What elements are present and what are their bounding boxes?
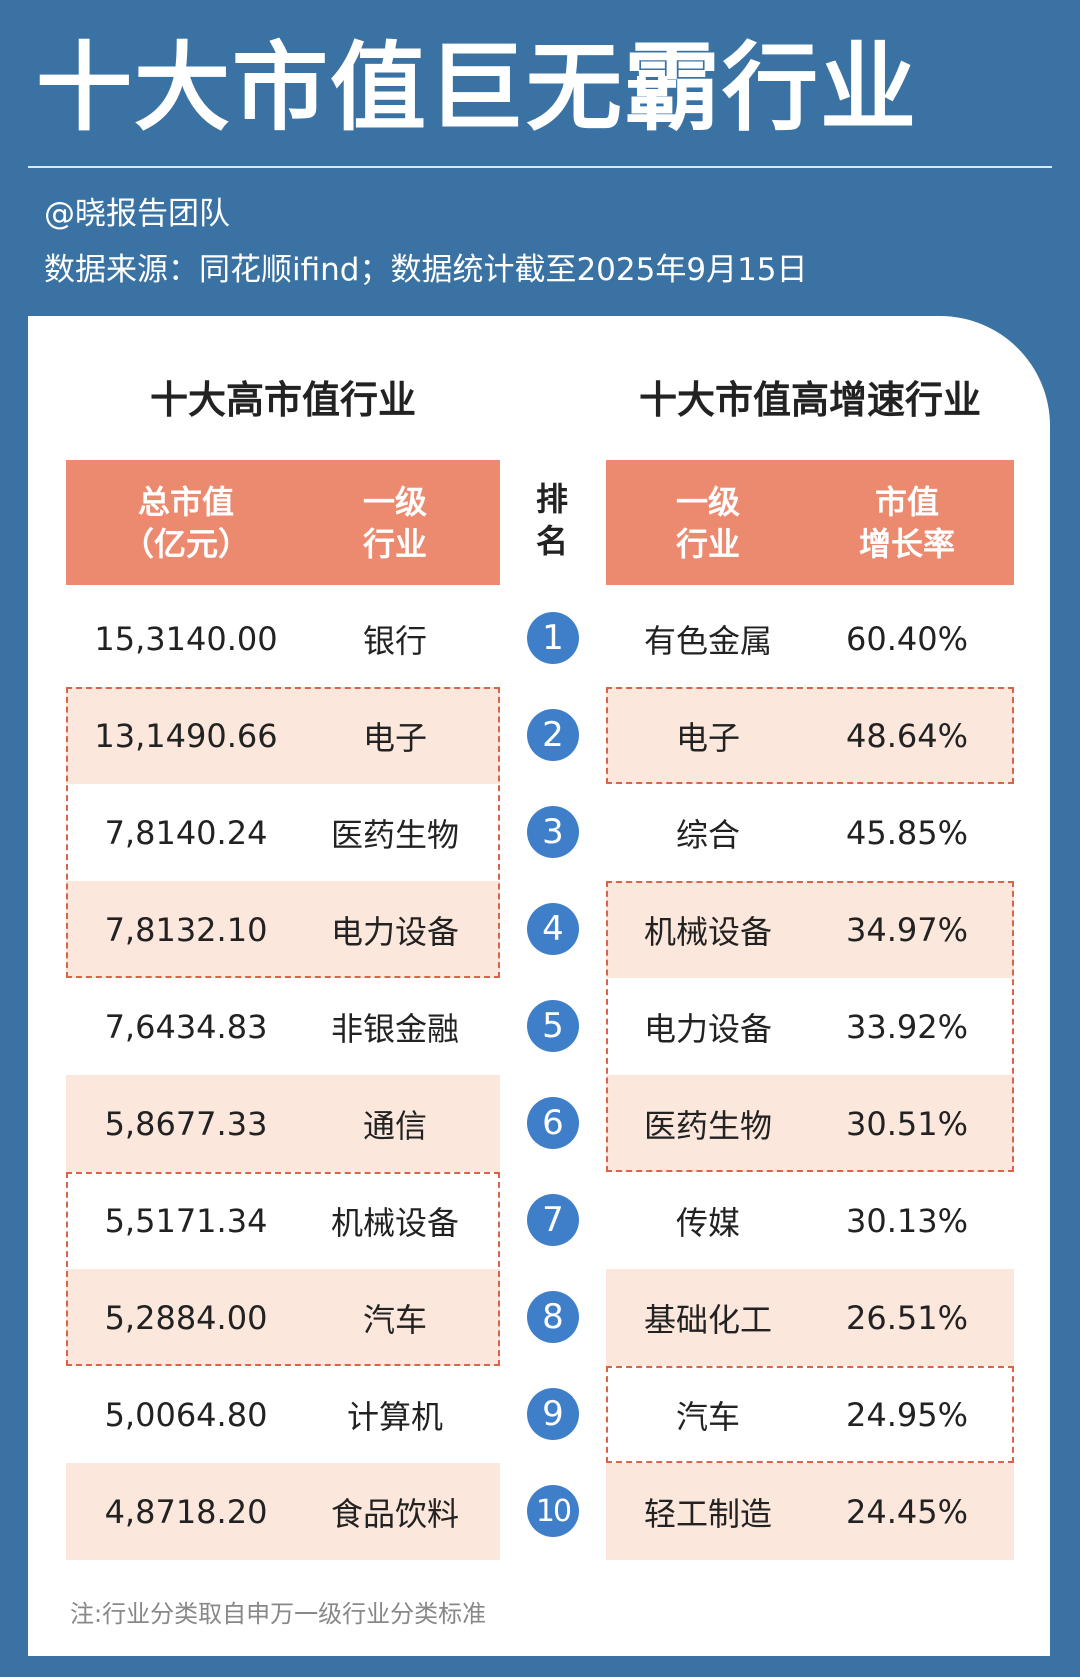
right-table-title: 十大市值高增速行业: [638, 378, 981, 422]
right-growth-cell: 30.51%: [845, 1104, 968, 1143]
left-market-cap-cell: 13,1490.66: [94, 716, 278, 755]
right-growth-cell: 34.97%: [845, 910, 968, 949]
right-highlight-box: [606, 1366, 1014, 1463]
left-market-cap-cell: 5,2884.00: [104, 1298, 268, 1337]
left-highlight-box: [66, 687, 500, 978]
rank-badge: 1: [527, 612, 579, 664]
footnote: 注:行业分类取自申万一级行业分类标准: [70, 1600, 487, 1628]
right-highlight-box: [606, 687, 1014, 784]
right-row-shade: [606, 1075, 1014, 1172]
right-growth-cell: 45.85%: [845, 813, 968, 852]
rank-badge: 3: [527, 806, 579, 858]
right-industry-cell: 电子: [675, 718, 740, 757]
left-market-cap-cell: 4,8718.20: [104, 1492, 268, 1531]
left-market-cap-cell: 5,8677.33: [104, 1104, 268, 1143]
left-highlight-box: [66, 1172, 500, 1366]
right-table-header: 一级 行业 市值 增长率: [606, 460, 1014, 585]
right-row-shade: [606, 1463, 1014, 1560]
rank-badge: 6: [527, 1097, 579, 1149]
rank-badge: 5: [527, 1000, 579, 1052]
right-growth-cell: 48.64%: [845, 716, 968, 755]
left-market-cap-cell: 7,8140.24: [104, 813, 268, 852]
left-industry-cell: 电子: [362, 718, 427, 757]
right-row-shade: [606, 881, 1014, 978]
rank-badge: 10: [527, 1485, 579, 1537]
right-row-shade: [606, 687, 1014, 784]
right-industry-cell: 医药生物: [643, 1106, 772, 1145]
page-title: 十大市值巨无霸行业: [36, 32, 918, 144]
right-growth-cell: 30.13%: [845, 1201, 968, 1240]
left-row-shade: [66, 687, 500, 784]
left-industry-cell: 汽车: [362, 1300, 427, 1339]
right-industry-cell: 轻工制造: [643, 1494, 772, 1533]
rank-badge: 8: [527, 1291, 579, 1343]
left-market-cap-cell: 5,5171.34: [104, 1201, 268, 1240]
left-industry-cell: 机械设备: [330, 1203, 459, 1242]
right-industry-cell: 传媒: [675, 1203, 740, 1242]
header-industry: 一级 行业: [362, 482, 427, 563]
header-industry-right: 一级 行业: [675, 482, 740, 563]
left-market-cap-cell: 5,0064.80: [104, 1395, 268, 1434]
right-industry-cell: 综合: [675, 815, 740, 854]
title-divider: [28, 166, 1052, 168]
left-industry-cell: 计算机: [346, 1397, 443, 1436]
left-row-shade: [66, 1463, 500, 1560]
left-table-title: 十大高市值行业: [149, 378, 416, 422]
rank-badge: 2: [527, 709, 579, 761]
left-industry-cell: 通信: [362, 1106, 427, 1145]
left-industry-cell: 食品饮料: [330, 1494, 459, 1533]
right-industry-cell: 电力设备: [643, 1009, 772, 1048]
right-growth-cell: 24.95%: [845, 1395, 968, 1434]
left-market-cap-cell: 15,3140.00: [94, 619, 278, 658]
left-table-header: 总市值 （亿元） 一级 行业: [66, 460, 500, 585]
right-growth-cell: 26.51%: [845, 1298, 968, 1337]
left-industry-cell: 电力设备: [330, 912, 459, 951]
rank-badge: 4: [527, 903, 579, 955]
left-industry-cell: 非银金融: [330, 1009, 459, 1048]
right-growth-cell: 24.45%: [845, 1492, 968, 1531]
right-highlight-box: [606, 881, 1014, 1172]
right-industry-cell: 有色金属: [643, 621, 772, 660]
left-row-shade: [66, 1075, 500, 1172]
left-row-shade: [66, 1269, 500, 1366]
right-growth-cell: 60.40%: [845, 619, 968, 658]
author-credit: @晓报告团队: [44, 196, 230, 232]
right-industry-cell: 基础化工: [643, 1300, 772, 1339]
rank-badge: 9: [527, 1388, 579, 1440]
left-row-shade: [66, 881, 500, 978]
right-row-shade: [606, 1269, 1014, 1366]
left-market-cap-cell: 7,8132.10: [104, 910, 268, 949]
rank-header: 排 名: [535, 480, 568, 560]
header-growth: 市值 增长率: [858, 482, 955, 563]
data-source: 数据来源：同花顺ifind；数据统计截至2025年9月15日: [44, 252, 808, 288]
left-industry-cell: 银行: [362, 621, 427, 660]
rank-badge: 7: [527, 1194, 579, 1246]
right-industry-cell: 汽车: [675, 1397, 740, 1436]
right-industry-cell: 机械设备: [643, 912, 772, 951]
header-market-cap: 总市值 （亿元）: [121, 482, 250, 563]
left-industry-cell: 医药生物: [330, 815, 459, 854]
right-growth-cell: 33.92%: [845, 1007, 968, 1046]
left-market-cap-cell: 7,6434.83: [104, 1007, 268, 1046]
